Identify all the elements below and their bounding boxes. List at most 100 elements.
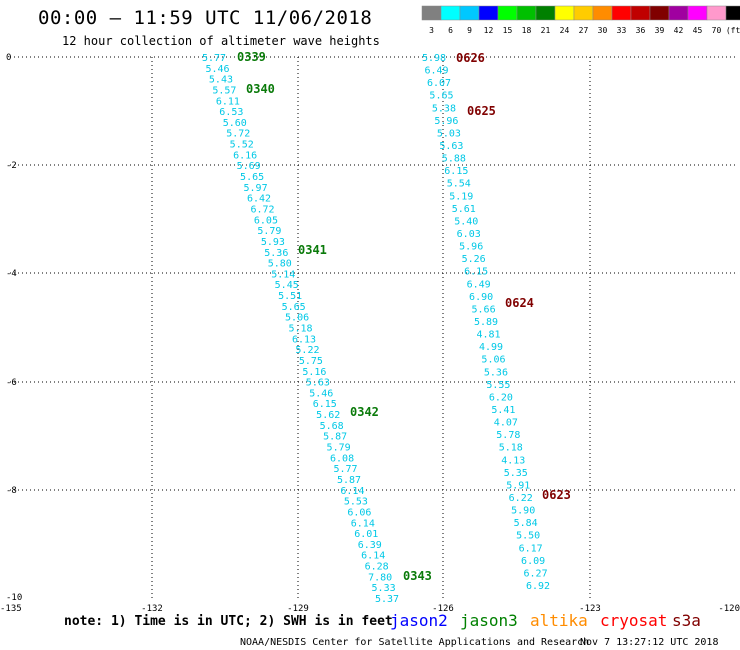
wave-height-value: 5.03 [437, 128, 461, 139]
wave-height-value: 5.06 [285, 313, 309, 324]
wave-height-value: 5.45 [275, 280, 299, 291]
scale-swatch [459, 5, 480, 21]
wave-height-value: 5.36 [264, 248, 288, 259]
wave-height-value: 5.88 [442, 154, 466, 165]
wave-height-value: 6.53 [219, 107, 243, 118]
wave-height-value: 6.09 [521, 556, 545, 567]
pass-time-labels: 0339 0340 0341 0342 0343 0626 0625 0624 0623 [237, 50, 571, 583]
wave-height-value: 6.27 [524, 568, 548, 579]
wave-height-value: 5.41 [491, 405, 515, 416]
lat-tick-label: -4 [6, 269, 17, 279]
scale-label: 33 [617, 26, 627, 35]
s3a-pass-label: 0625 [467, 104, 496, 118]
map-title: 00:00 – 11:59 UTC 11/06/2018 [38, 7, 372, 29]
scale-label: 36 [636, 26, 646, 35]
jason3-pass-label: 0340 [246, 82, 275, 96]
scale-label: 45 [693, 26, 703, 35]
wave-height-value: 5.62 [316, 410, 340, 421]
jason3-pass-label: 0342 [350, 405, 379, 419]
wave-height-value: 6.16 [233, 150, 257, 161]
wave-height-value: 5.84 [514, 518, 538, 529]
satellite-legend-jason3: jason3 [460, 611, 518, 630]
lon-tick-label: -135 [0, 604, 22, 614]
satellite-legend-s3a: s3a [672, 611, 701, 630]
wave-height-value: 6.72 [250, 204, 274, 215]
wave-height-value: 6.03 [457, 229, 481, 240]
scale-label: 24 [560, 26, 570, 35]
credit-line: NOAA/NESDIS Center for Satellite Applica… [240, 637, 589, 648]
scale-label: 9 [467, 26, 472, 35]
wave-height-value: 6.49 [467, 279, 491, 290]
wave-height-value: 5.33 [372, 583, 396, 594]
scale-label: 30 [598, 26, 608, 35]
scale-swatch [516, 5, 537, 21]
wave-height-value: 6.15 [464, 267, 488, 278]
scale-label: 21 [541, 26, 551, 35]
lat-tick-label: -10 [6, 593, 22, 603]
wave-height-value: 6.05 [254, 215, 278, 226]
wave-height-value: 5.46 [205, 64, 229, 75]
satellite-legend-jason2: jason2 [390, 611, 448, 630]
jason3-pass-label: 0339 [237, 50, 266, 64]
wave-height-value: 5.35 [504, 468, 528, 479]
wave-height-value: 5.72 [226, 129, 250, 140]
wave-height-value: 6.11 [216, 96, 240, 107]
wave-height-value: 5.69 [237, 161, 261, 172]
jason3-pass-label: 0341 [298, 243, 327, 257]
wave-height-value: 6.22 [509, 493, 533, 504]
scale-swatch [592, 5, 613, 21]
wave-height-value: 6.92 [526, 581, 550, 592]
footer-note: note: 1) Time is in UTC; 2) SWH is in fe… [64, 614, 393, 629]
wave-height-value: 5.61 [452, 204, 476, 215]
scale-swatch [535, 5, 556, 21]
wave-height-value: 6.01 [354, 529, 378, 540]
wave-height-value: 5.65 [240, 172, 264, 183]
wave-height-value: 6.20 [489, 392, 513, 403]
wave-height-value: 4.81 [476, 330, 500, 341]
wave-height-value: 5.38 [432, 103, 456, 114]
wave-height-value: 5.50 [516, 531, 540, 542]
lat-lon-grid [10, 56, 735, 598]
scale-swatch [630, 5, 651, 21]
wave-height-value: 6.13 [292, 334, 316, 345]
wave-height-value: 6.15 [444, 166, 468, 177]
wave-height-value: 5.40 [454, 216, 478, 227]
wave-height-value: 5.18 [499, 443, 523, 454]
satellite-legend-cryosat: cryosat [600, 611, 667, 630]
wave-height-value: 5.57 [212, 85, 236, 96]
scale-swatch [440, 5, 461, 21]
wave-height-value: 6.90 [469, 292, 493, 303]
scale-swatch [706, 5, 727, 21]
lon-tick-label: -132 [141, 604, 163, 614]
wave-height-value: 5.55 [486, 380, 510, 391]
s3a-pass-label: 0626 [456, 51, 485, 65]
wave-height-value: 5.37 [375, 594, 399, 605]
lat-tick-label: 0 [6, 53, 11, 63]
wave-height-value: 5.63 [306, 378, 330, 389]
scale-label: 3 [429, 26, 434, 35]
scale-label: 18 [522, 26, 532, 35]
wave-height-value: 6.14 [340, 486, 364, 497]
wave-height-value: 5.65 [429, 91, 453, 102]
satellite-legend-altika: altika [530, 611, 588, 630]
wave-height-value: 5.65 [282, 302, 306, 313]
wave-height-value: 5.97 [244, 183, 268, 194]
wave-height-value: 6.08 [330, 453, 354, 464]
scale-label: 39 [655, 26, 665, 35]
scale-swatch [687, 5, 708, 21]
wave-height-value: 5.66 [472, 304, 496, 315]
wave-height-value: 5.79 [257, 226, 281, 237]
wave-height-value: 5.46 [309, 388, 333, 399]
wave-height-value: 5.87 [323, 432, 347, 443]
map-subtitle: 12 hour collection of altimeter wave hei… [62, 34, 380, 48]
wave-height-value: 5.68 [320, 421, 344, 432]
wave-height-value: 5.60 [223, 118, 247, 129]
scale-label: 12 [484, 26, 494, 35]
wave-height-value: 6.39 [358, 540, 382, 551]
wave-height-value: 5.51 [278, 291, 302, 302]
wave-height-value: 6.17 [519, 543, 543, 554]
wave-height-value: 5.06 [481, 355, 505, 366]
scale-label: 70 [712, 26, 722, 35]
